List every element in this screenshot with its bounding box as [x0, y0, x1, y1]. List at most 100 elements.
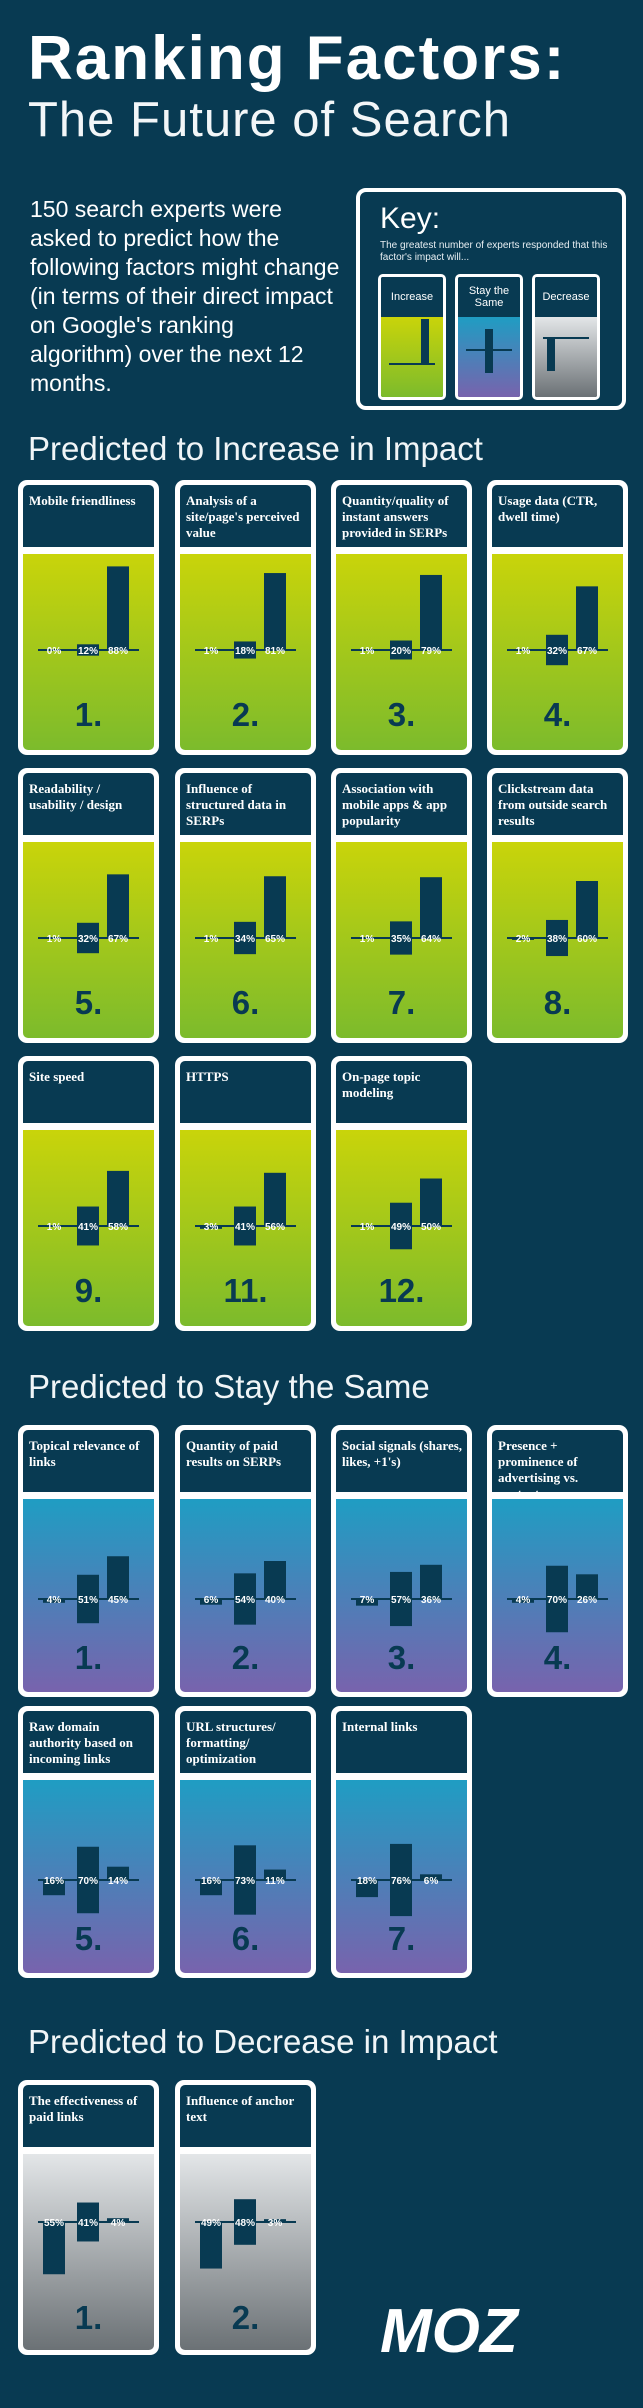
- card-chart: 1% 35% 64%: [351, 877, 452, 955]
- key-same: Stay the Same: [455, 274, 523, 400]
- value-label: 14%: [108, 1876, 128, 1887]
- increase-card: Readability / usability / design 1% 32% 67%…: [18, 768, 159, 1043]
- section-title-decrease: Predicted to Decrease in Impact: [28, 2023, 498, 2060]
- rank-label: 2.: [231, 1639, 260, 1676]
- value-label: 57%: [391, 1595, 411, 1606]
- increase-card: HTTPS 3% 41% 56% 11.: [175, 1056, 316, 1331]
- value-label: 45%: [108, 1595, 128, 1606]
- value-label: 11%: [265, 1876, 285, 1887]
- value-label: 1%: [360, 1222, 375, 1233]
- same-bar: [234, 1573, 256, 1625]
- same-bar: [546, 919, 568, 957]
- same-bar: [77, 1574, 99, 1624]
- increase-bar: [576, 586, 598, 650]
- page-subtitle: The Future of Search: [28, 93, 512, 147]
- card-chart: 1% 34% 65%: [195, 876, 296, 955]
- decrease-bar: [43, 1226, 65, 1227]
- card-label: URL structures/ formatting/ optimization: [186, 1719, 276, 1766]
- value-label: 16%: [44, 1876, 64, 1887]
- same-bar: [234, 641, 256, 659]
- increase-card: Clickstream data from outside search res…: [487, 768, 628, 1043]
- same-bar: [390, 1843, 412, 1917]
- increase-bar: [107, 566, 129, 650]
- same-bar: [77, 1846, 99, 1914]
- value-label: 18%: [357, 1876, 377, 1887]
- value-label: 32%: [78, 934, 98, 945]
- value-label: 48%: [235, 2218, 255, 2229]
- value-label: 60%: [577, 934, 597, 945]
- rank-label: 3.: [387, 696, 416, 733]
- same-card: Social signals (shares, likes, +1's) 7% 57…: [331, 1425, 472, 1697]
- increase-card: Site speed 1% 41% 58% 9.: [18, 1056, 159, 1331]
- rank-label: 12.: [378, 1272, 425, 1309]
- rank-label: 7.: [387, 1920, 416, 1957]
- value-label: 76%: [391, 1876, 411, 1887]
- value-label: 81%: [265, 646, 285, 657]
- value-label: 2%: [516, 934, 531, 945]
- key-decrease-bar: [547, 337, 555, 371]
- value-label: 1%: [47, 1222, 62, 1233]
- value-label: 1%: [204, 934, 219, 945]
- value-label: 73%: [235, 1876, 255, 1887]
- card-label: Clickstream data from outside search res…: [498, 781, 608, 828]
- value-label: 16%: [201, 1876, 221, 1887]
- increase-bar: [576, 881, 598, 938]
- value-label: 50%: [421, 1222, 441, 1233]
- value-label: 4%: [47, 1595, 62, 1606]
- card-label: Analysis of a site/page's perceived valu…: [186, 493, 300, 540]
- value-label: 3%: [268, 2218, 283, 2229]
- card-label: Site speed: [29, 1069, 85, 1084]
- card-chart: 1% 20% 79%: [351, 574, 452, 660]
- decrease-bar: [512, 938, 534, 940]
- card-chart: 55% 41% 4%: [38, 2202, 139, 2275]
- decrease-bar: [200, 1599, 222, 1605]
- same-card: Internal links 18% 76% 6% 7.: [331, 1706, 472, 1978]
- intro-text: 150 search experts were asked to predict…: [30, 196, 340, 396]
- card-label: Raw domain authority based on incoming l…: [29, 1719, 134, 1766]
- increase-bar: [264, 1561, 286, 1599]
- decrease-bar: [356, 938, 378, 939]
- value-label: 65%: [265, 934, 285, 945]
- same-bar: [77, 1206, 99, 1246]
- card-chart: 4% 51% 45%: [38, 1556, 139, 1624]
- value-label: 41%: [78, 1222, 98, 1233]
- card-chart: 1% 32% 67%: [507, 586, 608, 666]
- same-card: URL structures/ formatting/ optimization…: [175, 1706, 316, 1978]
- card-label: Quantity/quality of instant answers prov…: [342, 493, 449, 540]
- rank-label: 2.: [231, 696, 260, 733]
- increase-bar: [264, 2219, 286, 2222]
- moz-logo-text: MOZ: [380, 2300, 520, 2360]
- card-chart: 18% 76% 6%: [351, 1843, 452, 1917]
- key-increase-bar: [421, 319, 429, 364]
- value-label: 88%: [108, 646, 128, 657]
- card-chart: 3% 41% 56%: [195, 1172, 296, 1246]
- moz-logo: MOZ: [380, 2300, 520, 2360]
- decrease-bar: [356, 1880, 378, 1898]
- card-chart: 16% 70% 14%: [38, 1846, 139, 1914]
- increase-bar: [107, 1866, 129, 1880]
- decrease-bar: [200, 1226, 222, 1229]
- decrease-bar: [356, 650, 378, 651]
- card-label: On-page topic modeling: [342, 1069, 421, 1100]
- increase-bar: [420, 1564, 442, 1599]
- card-label: Influence of structured data in SERPs: [186, 781, 287, 828]
- card-label: Association with mobile apps & app popul…: [342, 781, 448, 828]
- decrease-bar: [43, 1599, 65, 1603]
- value-label: 41%: [78, 2218, 98, 2229]
- card-label: Readability / usability / design: [29, 781, 123, 812]
- decrease-bar: [200, 938, 222, 939]
- value-label: 4%: [111, 2218, 126, 2229]
- increase-bar: [264, 1869, 286, 1880]
- key-increase: Increase: [378, 274, 446, 400]
- same-bar: [390, 921, 412, 955]
- value-label: 79%: [421, 646, 441, 657]
- key-decrease-label: Decrease: [535, 277, 597, 317]
- increase-bar: [420, 574, 442, 650]
- value-label: 1%: [360, 646, 375, 657]
- value-label: 58%: [108, 1222, 128, 1233]
- rank-label: 9.: [74, 1272, 103, 1309]
- section-title-increase: Predicted to Increase in Impact: [28, 430, 483, 467]
- value-label: 38%: [547, 934, 567, 945]
- value-label: 55%: [44, 2218, 64, 2229]
- value-label: 41%: [235, 1222, 255, 1233]
